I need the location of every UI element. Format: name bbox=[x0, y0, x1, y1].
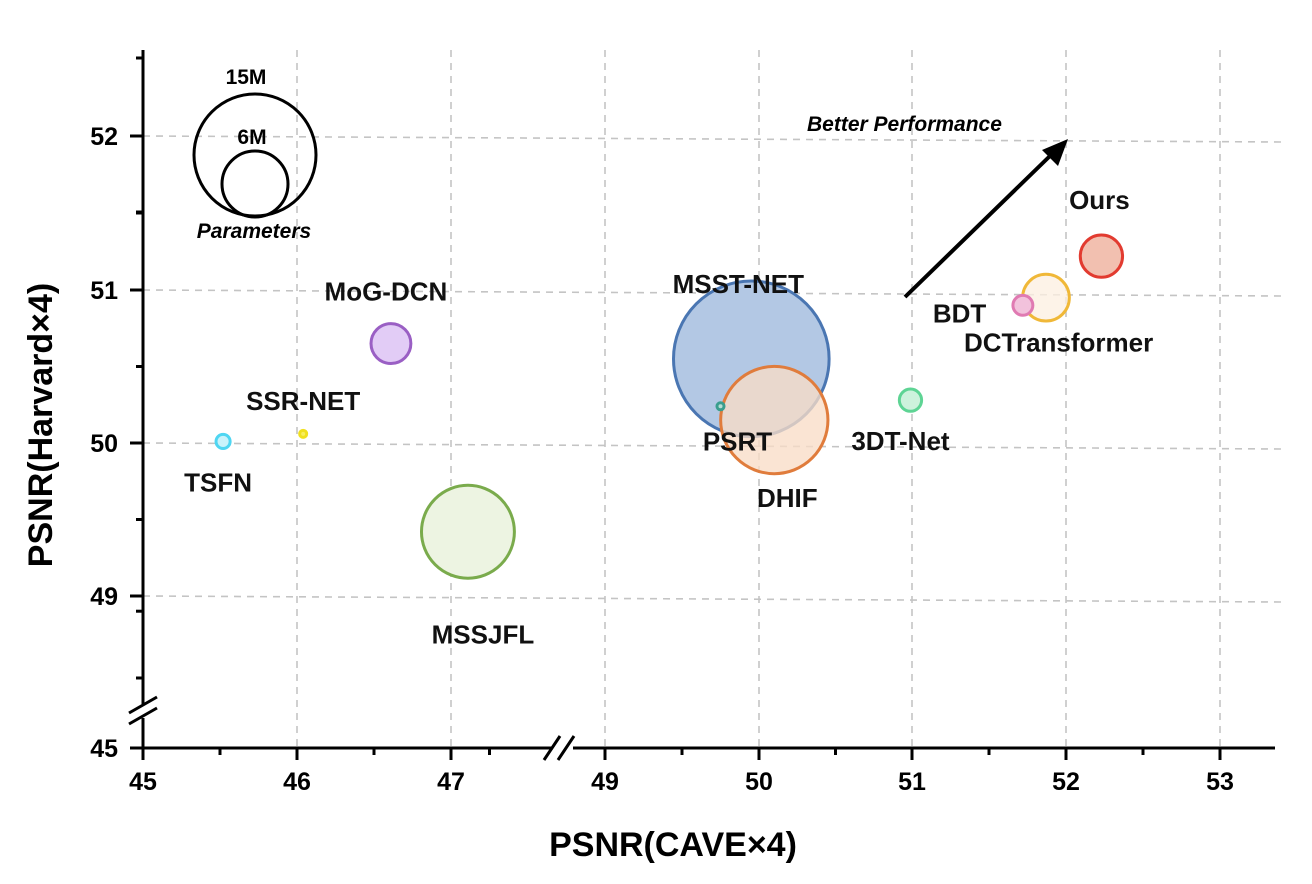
y-axis-label: PSNR(Harvard×4) bbox=[22, 283, 60, 567]
x-axis-label: PSNR(CAVE×4) bbox=[549, 826, 797, 864]
better-performance-annotation: Better Performance bbox=[807, 113, 1068, 299]
point-label-3dt-net: 3DT-Net bbox=[851, 426, 950, 456]
x-tick-label: 50 bbox=[745, 768, 773, 796]
y-axis-break-mark bbox=[128, 706, 158, 726]
bubble-bdt bbox=[1011, 293, 1035, 317]
grid-line-y-50 bbox=[142, 442, 1283, 450]
x-tick-label: 49 bbox=[591, 768, 619, 796]
y-tick-label: 45 bbox=[90, 735, 118, 763]
axes bbox=[128, 50, 1275, 762]
legend-title: Parameters bbox=[197, 220, 311, 243]
point-label-msst-net: MSST-NET bbox=[673, 269, 805, 299]
bubble-dhif bbox=[719, 364, 830, 476]
bubble-3dt-net bbox=[897, 387, 924, 413]
x-tick-label: 46 bbox=[283, 768, 311, 796]
bubble-ours bbox=[1078, 233, 1125, 279]
performance-arrow bbox=[903, 152, 1054, 299]
y-tick-label: 51 bbox=[90, 277, 118, 305]
bubble-psrt bbox=[715, 401, 726, 412]
point-label-ours: Ours bbox=[1069, 185, 1130, 215]
point-label-ssr-net: SSR-NET bbox=[246, 386, 360, 416]
point-label-bdt: BDT bbox=[933, 298, 987, 328]
x-tick-label: 52 bbox=[1052, 768, 1080, 796]
x-tick-label: 51 bbox=[898, 768, 926, 796]
legend-circle-6m bbox=[220, 149, 290, 219]
grid-line-y-52 bbox=[142, 135, 1283, 143]
point-label-mog-dcn: MoG-DCN bbox=[325, 277, 448, 307]
bubble-mssjfl bbox=[419, 483, 516, 580]
x-tick-label: 47 bbox=[437, 768, 465, 796]
annotation-text: Better Performance bbox=[807, 113, 1002, 136]
x-axis-break-mark bbox=[556, 735, 576, 761]
grid-line-y-51 bbox=[142, 289, 1283, 297]
x-tick-label: 53 bbox=[1206, 768, 1234, 796]
point-label-tsfn: TSFN bbox=[184, 467, 252, 497]
point-label-dhif: DHIF bbox=[757, 483, 818, 513]
arrow-head-icon bbox=[1042, 139, 1068, 166]
x-tick-label: 45 bbox=[129, 768, 157, 796]
legend-label-15m: 15M bbox=[226, 66, 267, 89]
x-axis-break-mark bbox=[542, 735, 562, 761]
y-tick-label: 52 bbox=[90, 123, 118, 151]
grid-lines bbox=[142, 50, 1283, 748]
grid-line-y-49 bbox=[142, 595, 1283, 603]
size-legend: 15M 6M Parameters bbox=[192, 66, 318, 243]
legend-label-6m: 6M bbox=[237, 126, 266, 149]
y-tick-label: 50 bbox=[90, 430, 118, 458]
bubble-ssr-net bbox=[298, 428, 309, 439]
y-axis-break-mark bbox=[128, 695, 158, 715]
bubbles bbox=[214, 233, 1125, 580]
y-tick-label: 49 bbox=[90, 583, 118, 611]
y-axis-break-gap bbox=[128, 704, 158, 718]
point-label-dctransformer: DCTransformer bbox=[964, 328, 1153, 358]
tick-marks: 45 46 47 49 50 51 52 53 45 49 50 51 52 bbox=[90, 56, 1234, 796]
point-labels: TSFN SSR-NET MoG-DCN MSSJFL MSST-NET DHIF PSRT… bbox=[184, 185, 1153, 650]
point-label-mssjfl: MSSJFL bbox=[432, 620, 535, 650]
point-label-psrt: PSRT bbox=[703, 426, 772, 456]
bubble-mog-dcn bbox=[369, 322, 413, 365]
bubble-tsfn bbox=[214, 432, 232, 451]
